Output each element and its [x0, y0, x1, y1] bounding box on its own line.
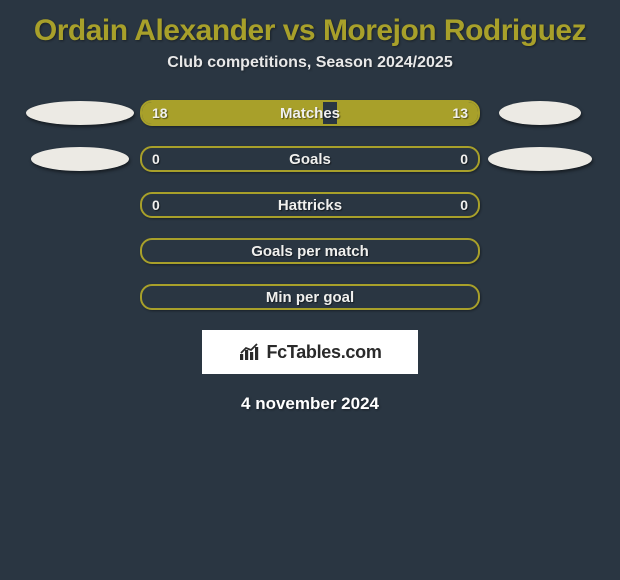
page-title: Ordain Alexander vs Morejon Rodriguez	[0, 0, 620, 54]
stat-bar: Min per goal	[140, 284, 480, 310]
player1-name: Ordain Alexander	[34, 14, 275, 47]
value-right: 13	[452, 105, 468, 121]
bar-label: Goals per match	[251, 243, 369, 260]
stat-bar: 0 0 Hattricks	[140, 192, 480, 218]
value-left: 0	[152, 197, 160, 213]
stats-rows: 18 13 Matches 0 0 Goals 0 0 Hattricks Goals per m…	[0, 100, 620, 310]
ellipse-right	[488, 147, 592, 171]
logo-text: FcTables.com	[266, 342, 381, 363]
bar-label: Matches	[280, 105, 340, 122]
stat-row: 18 13 Matches	[10, 100, 610, 126]
value-left: 0	[152, 151, 160, 167]
bar-label: Min per goal	[266, 289, 354, 306]
row-side-right	[480, 147, 600, 171]
bar-label: Hattricks	[278, 197, 342, 214]
subtitle: Club competitions, Season 2024/2025	[0, 54, 620, 100]
logo-box: FcTables.com	[202, 330, 418, 374]
row-side-left	[20, 147, 140, 171]
chart-icon	[238, 342, 262, 362]
ellipse-left	[31, 147, 129, 171]
value-right: 0	[460, 151, 468, 167]
ellipse-left	[26, 101, 134, 125]
value-right: 0	[460, 197, 468, 213]
ellipse-right	[499, 101, 581, 125]
stat-bar: 0 0 Goals	[140, 146, 480, 172]
bar-label: Goals	[289, 151, 331, 168]
row-side-left	[20, 101, 140, 125]
player2-name: Morejon Rodriguez	[323, 14, 586, 47]
stat-row: Goals per match	[10, 238, 610, 264]
stat-row: 0 0 Hattricks	[10, 192, 610, 218]
stat-row: Min per goal	[10, 284, 610, 310]
stat-bar: Goals per match	[140, 238, 480, 264]
date-text: 4 november 2024	[0, 374, 620, 414]
vs-text: vs	[283, 14, 315, 47]
stat-bar: 18 13 Matches	[140, 100, 480, 126]
stat-row: 0 0 Goals	[10, 146, 610, 172]
row-side-right	[480, 101, 600, 125]
value-left: 18	[152, 105, 168, 121]
